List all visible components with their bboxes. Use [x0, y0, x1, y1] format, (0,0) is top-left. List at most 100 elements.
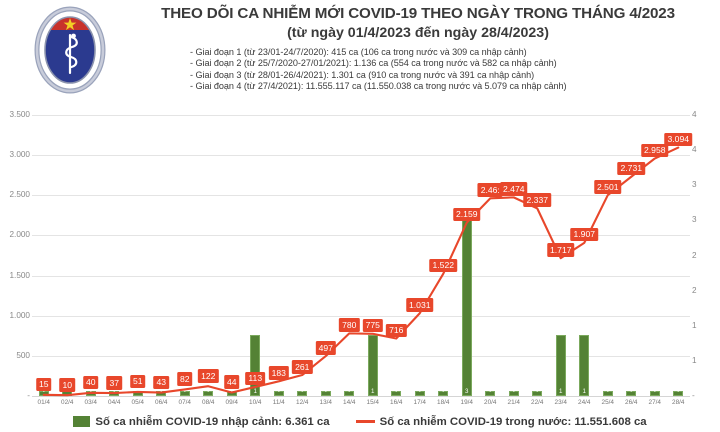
bar-value-label: - — [183, 388, 186, 395]
data-point-label: 15 — [35, 377, 52, 392]
x-axis-tick: 16/4 — [390, 399, 403, 406]
line-series-domestic-cases — [42, 146, 680, 397]
plot-area: ---------1----1---3---11---- 15104037514… — [32, 115, 693, 406]
bar-value-label: - — [324, 388, 327, 395]
x-axis-tick: 21/4 — [507, 399, 520, 406]
bar-value-label: 1 — [371, 388, 375, 395]
x-axis-tick: 09/4 — [225, 399, 238, 406]
bar-value-label: - — [301, 388, 304, 395]
logo-emblem-icon — [34, 6, 106, 94]
gridline — [32, 396, 690, 397]
phase-summary-list: - Giai đoạn 1 (từ 23/01-24/7/2020): 415 … — [118, 47, 718, 93]
legend-label-imported-cases: Số ca nhiễm COVID-19 nhập cảnh: 6.361 ca — [95, 415, 330, 428]
legend-item-domestic-cases: Số ca nhiễm COVID-19 trong nước: 11.551.… — [355, 415, 647, 428]
phase-line-1: - Giai đoạn 1 (từ 23/01-24/7/2020): 415 … — [190, 47, 527, 57]
bar — [438, 390, 449, 396]
x-axis-tick: 27/4 — [648, 399, 661, 406]
bar — [673, 390, 684, 396]
legend-label-domestic-cases: Số ca nhiễm COVID-19 trong nước: 11.551.… — [379, 415, 647, 428]
x-axis-tick: 22/4 — [531, 399, 544, 406]
gridline — [32, 355, 690, 357]
bar-value-label: - — [89, 388, 92, 395]
data-point-label: 2.958 — [640, 143, 669, 157]
x-axis-tick: 04/4 — [108, 399, 121, 406]
x-axis-tick: 10/4 — [249, 399, 262, 406]
x-axis-tick: 13/4 — [319, 399, 332, 406]
bar-value-label: - — [348, 388, 351, 395]
bar-value-label: - — [113, 388, 116, 395]
legend-item-imported-cases: Số ca nhiễm COVID-19 nhập cảnh: 6.361 ca — [73, 415, 330, 428]
bar — [203, 390, 214, 396]
bar-value-label: - — [418, 388, 421, 395]
bar — [626, 390, 637, 396]
bar-value-label: - — [536, 388, 539, 395]
combo-chart: ---------1----1---3---11---- 15104037514… — [0, 108, 720, 432]
data-point-label: 2.159 — [452, 207, 481, 222]
data-point-label: 2.501 — [593, 180, 622, 194]
bar-value-label: 1 — [582, 388, 586, 395]
bar-value-label: - — [630, 388, 633, 395]
data-point-label: 113 — [245, 371, 266, 386]
bar — [297, 390, 308, 396]
page-title: THEO DÕI CA NHIỄM MỚI COVID-19 THEO NGÀY… — [161, 5, 675, 22]
bar-value-label: - — [489, 388, 492, 395]
y-axis-left-tick: 1.000 — [9, 310, 31, 320]
bar-value-label: - — [277, 388, 280, 395]
y-axis-right-tick: - — [692, 391, 695, 400]
x-axis-tick: 28/4 — [672, 399, 685, 406]
gridline — [32, 115, 690, 116]
y-axis-left-tick: 1.500 — [9, 270, 31, 280]
y-axis-left-tick: 3.000 — [9, 150, 31, 160]
bar-value-label: 1 — [559, 388, 563, 395]
data-point-label: 1.717 — [546, 243, 575, 257]
y-axis-left-tick: 2.500 — [9, 190, 31, 200]
gridline — [32, 315, 690, 317]
y-axis-right-tick: 3 — [692, 215, 697, 225]
title-block: THEO DÕI CA NHIỄM MỚI COVID-19 THEO NGÀY… — [118, 4, 718, 93]
data-point-label: 2.46: — [477, 183, 503, 197]
data-point-label: 82 — [176, 372, 193, 386]
x-axis-tick: 26/4 — [625, 399, 638, 406]
x-axis-tick: 23/4 — [554, 399, 567, 406]
bar — [250, 334, 261, 396]
data-point-label: 261 — [292, 360, 313, 374]
bar — [367, 334, 378, 396]
bar — [532, 390, 543, 396]
y-axis-right-tick: 4 — [692, 110, 697, 119]
x-axis-tick: 19/4 — [460, 399, 473, 406]
data-point-label: 2.337 — [523, 193, 552, 207]
y-axis-left-tick: 500 — [16, 350, 30, 360]
x-axis-tick: 03/4 — [84, 399, 97, 406]
bar — [273, 390, 284, 396]
bar-value-label: 3 — [465, 388, 469, 395]
data-point-label: 10 — [59, 378, 76, 392]
x-axis-tick: 01/4 — [37, 399, 50, 406]
page-subtitle: (từ ngày 01/4/2023 đến ngày 28/4/2023) — [287, 25, 549, 41]
x-axis-tick: 25/4 — [601, 399, 614, 406]
y-axis-right-tick: 4 — [692, 145, 697, 155]
data-point-label: 3.094 — [664, 132, 693, 147]
y-axis-right-tick: 3 — [692, 180, 697, 190]
data-point-label: 37 — [106, 376, 123, 390]
x-axis-tick: 08/4 — [202, 399, 215, 406]
bar-value-label: - — [395, 388, 398, 395]
bar-value-label: 1 — [253, 388, 257, 395]
x-axis-tick: 15/4 — [366, 399, 379, 406]
bar — [579, 334, 590, 396]
bar-value-label: - — [512, 388, 515, 395]
bar-value-label: - — [207, 388, 210, 395]
phase-line-3: - Giai đoạn 3 (từ 28/01-26/4/2021): 1.30… — [190, 69, 535, 80]
bar — [508, 390, 519, 396]
x-axis-tick: 14/4 — [343, 399, 356, 406]
legend-swatch-bar-icon — [73, 416, 91, 427]
legend-swatch-line-icon — [355, 420, 375, 423]
x-axis-tick: 05/4 — [131, 399, 144, 406]
phase-line-2: - Giai đoạn 2 (từ 25/7/2020-27/01/2021):… — [190, 58, 557, 69]
gridline — [32, 155, 690, 157]
domestic-cases-polyline — [42, 146, 680, 397]
bar — [344, 390, 355, 396]
x-axis-tick: 06/4 — [155, 399, 168, 406]
bar — [602, 390, 613, 396]
data-point-label: 122 — [198, 369, 219, 383]
bar — [414, 390, 425, 396]
